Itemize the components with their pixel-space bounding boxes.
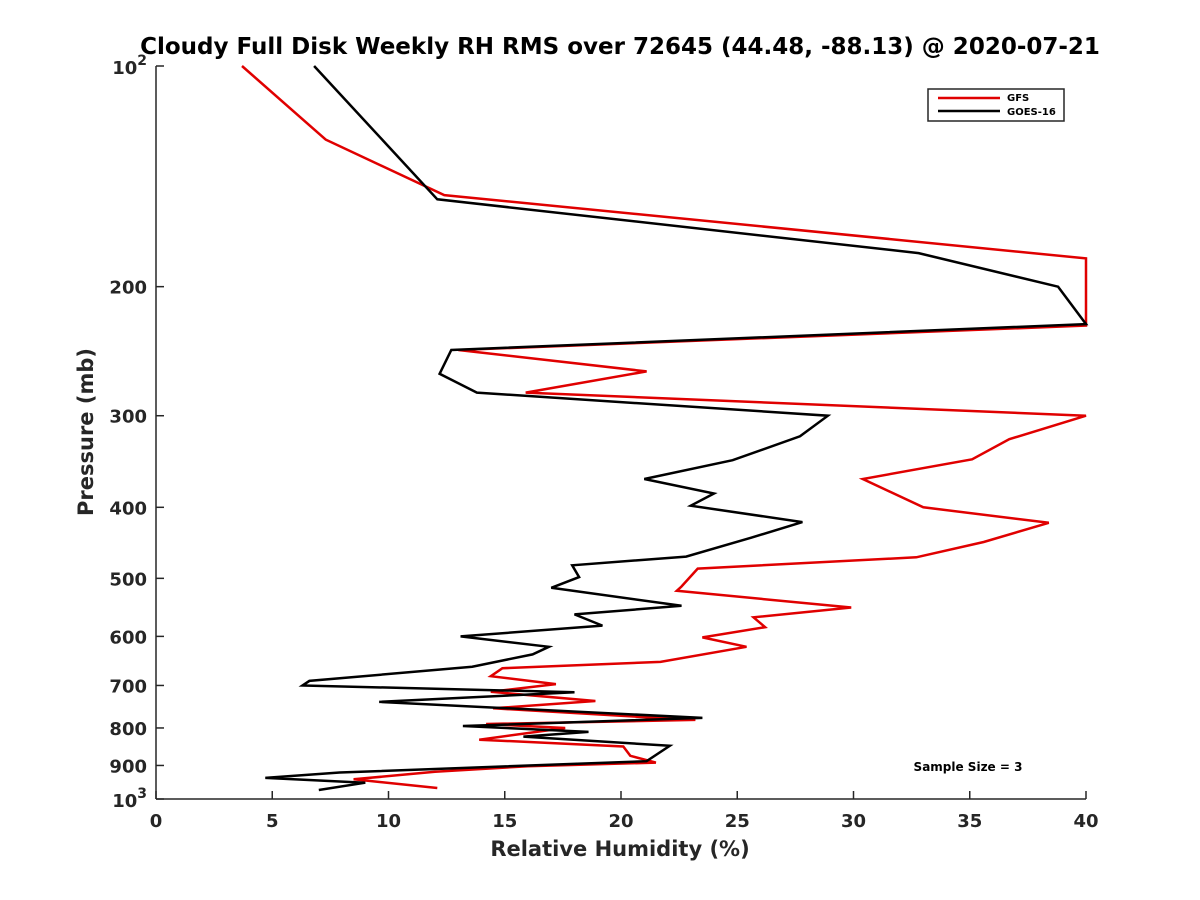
x-tick-label: 10 [376, 811, 401, 832]
y-tick-label: 102 [112, 53, 147, 79]
y-tick-label: 200 [109, 278, 147, 299]
y-tick-label: 500 [109, 569, 147, 590]
sample-size-annotation: Sample Size = 3 [914, 760, 1023, 774]
y-tick-label: 400 [109, 498, 147, 519]
legend-box [927, 88, 1065, 122]
y-tick-label: 800 [109, 719, 147, 740]
series-line-goes16 [265, 65, 1089, 792]
x-tick-label: 20 [608, 811, 633, 832]
y-tick-label: 600 [109, 627, 147, 648]
x-tick-label: 35 [957, 811, 982, 832]
y-tick-exponent: 2 [137, 53, 147, 69]
legend-label-gfs: GFS [1007, 93, 1029, 104]
legend-label-goes16: GOES-16 [1007, 107, 1056, 118]
y-axis-label: Pressure (mb) [74, 348, 98, 516]
x-tick-label: 40 [1073, 811, 1098, 832]
y-tick-label: 900 [109, 756, 147, 777]
y-tick-exponent: 3 [137, 786, 147, 802]
x-tick-label: 5 [266, 811, 279, 832]
x-tick-label: 15 [492, 811, 517, 832]
axis-ticks: 0 5 10 15 20 25 30 35 40102200300400500600700800… [109, 53, 1098, 832]
x-tick-label: 0 [150, 811, 163, 832]
y-tick-label: 700 [109, 676, 147, 697]
series-layer [241, 65, 1089, 792]
x-tick-label: 30 [841, 811, 866, 832]
chart-legend: GFS GOES-16 [927, 88, 1065, 122]
y-tick-base: 10 [112, 58, 137, 79]
x-axis-label: Relative Humidity (%) [490, 837, 749, 861]
y-tick-label: 300 [109, 407, 147, 428]
series-line-gfs [241, 65, 1088, 790]
y-tick-base: 10 [112, 791, 137, 812]
y-tick-label: 103 [112, 786, 147, 812]
chart-title: Cloudy Full Disk Weekly RH RMS over 7264… [140, 34, 1100, 60]
x-tick-label: 25 [725, 811, 750, 832]
